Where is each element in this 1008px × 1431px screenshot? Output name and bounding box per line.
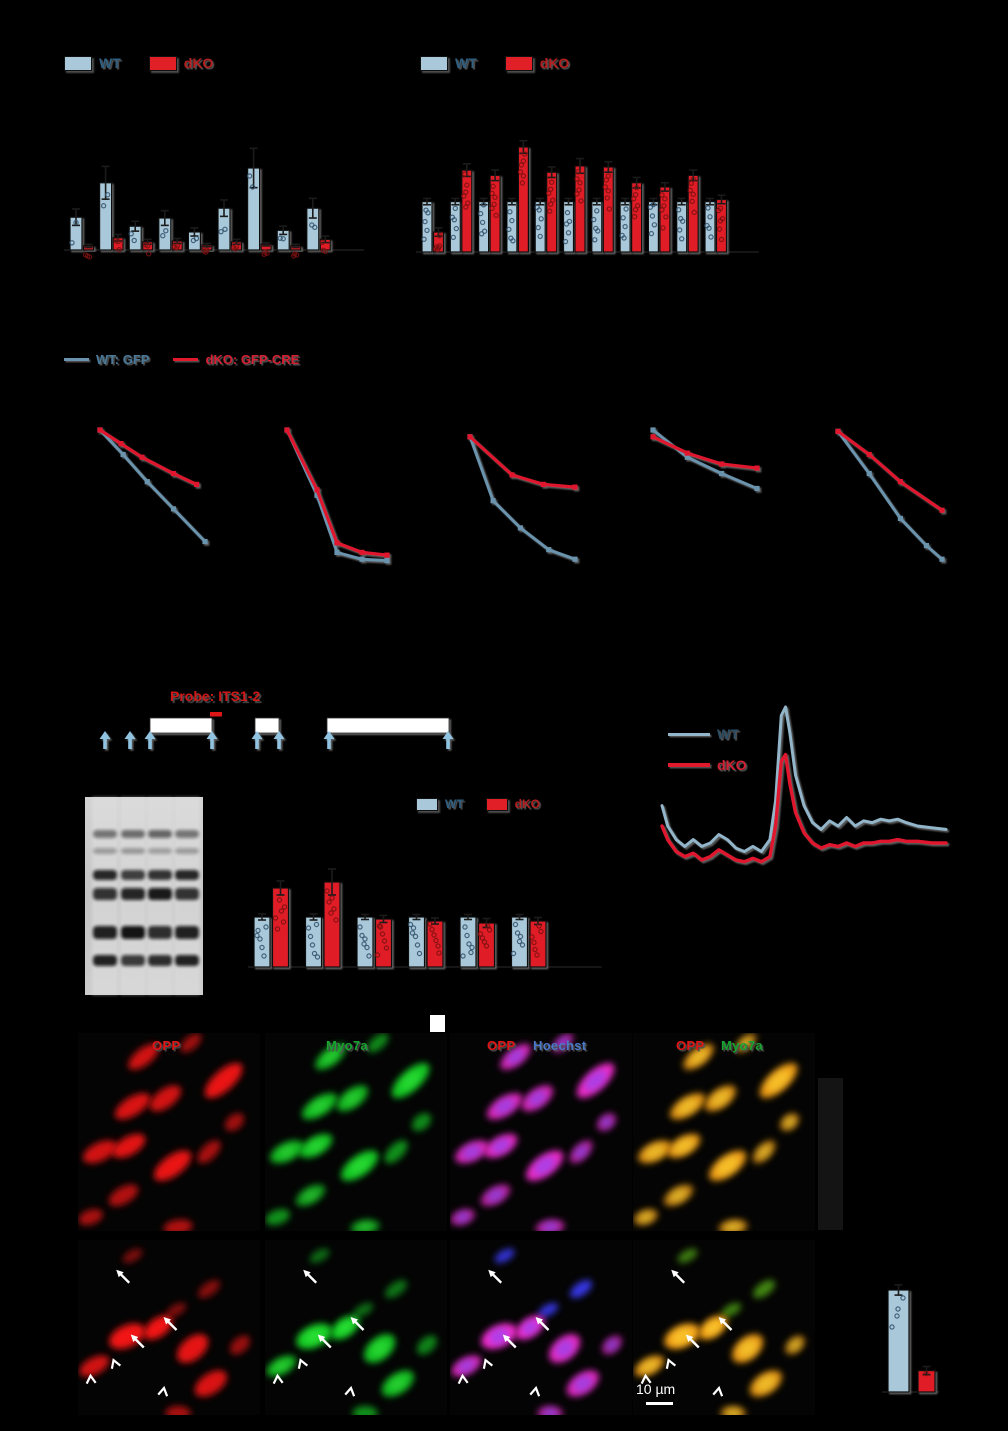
micrograph-row1-hoechst [450,1033,632,1231]
cleavage-site-arrow [323,731,335,749]
dko-line-swatch [173,358,199,361]
dko-legend-label: dKO [717,757,747,773]
wt-legend-label: WT [455,55,477,71]
cleavage-site-arrow [251,731,263,749]
myo7a-channel-label: Myo7a [326,1038,368,1053]
gray-edge-strip [818,1078,843,1230]
pointer-arrows [640,1269,733,1397]
dko-legend-label: dKO [539,55,570,71]
cleavage-site-arrow [442,731,454,749]
decay-plot-4 [650,427,760,492]
pointer-arrows [85,1269,178,1397]
dko-swatch [504,55,533,71]
wt-swatch [420,55,448,71]
decay-plot-2 [284,427,390,564]
decay-plot-5 [835,428,945,562]
bar-chart-barF [248,868,602,968]
probe-location-tick [210,712,222,717]
opp-channel-label: OPP [152,1038,181,1053]
myo7a-channel-label: Myo7a [721,1038,763,1053]
micrograph-row1-red [78,1033,260,1231]
wt-line-swatch [64,358,89,361]
micrograph-row2-red [78,1240,260,1415]
wt-line-swatch [668,732,710,736]
dko-swatch [148,55,177,71]
profile-line-plot [660,705,948,864]
legend-decay-plots: WT: GFP dKO: GFP-CRE [64,352,299,367]
legend-bar-chart-F: WT dKO [416,797,540,811]
opp-channel-label: OPP [487,1038,516,1053]
rrna-processing-diagram [99,712,454,749]
scale-bar-line [646,1402,673,1405]
wt-swatch [416,797,438,811]
hoechst-channel-label: Hoechst [533,1038,587,1053]
cleavage-site-arrow [144,731,156,749]
dko-legend-label: dKO [183,55,214,71]
pointer-arrows [272,1269,365,1397]
micrograph-row2-green [265,1240,447,1415]
micrograph-row1-merge [633,1033,815,1231]
dko-line-swatch [668,763,710,767]
cleavage-site-arrow [124,731,136,749]
opp-channel-label: OPP [676,1038,705,1053]
bar-chart-barJ [882,1284,939,1393]
wt-legend-label: WT [445,797,464,811]
wt-legend-label: WT [99,55,121,71]
decay-plot-3 [467,434,578,562]
micrograph-row2-hoechst [450,1240,632,1415]
decay-plot-1 [97,427,208,545]
micrograph-row2-merge [633,1240,815,1415]
cleavage-site-arrow [273,731,285,749]
legend-profile-wt: WT [668,726,739,742]
wt-gfp-legend-label: WT: GFP [96,352,150,367]
northern-blot-gel [85,797,203,995]
dko-legend-label: dKO [514,797,540,811]
dko-swatch [485,797,508,811]
wt-swatch [64,55,92,71]
micrograph-row1-green [265,1033,447,1231]
probe-label: Probe: ITS1-2 [170,688,261,704]
legend-bar-chart-B: WT dKO [420,55,569,71]
cleavage-site-arrow [206,731,218,749]
pointer-arrows [457,1269,550,1397]
bar-chart-barB [416,139,759,253]
dko-gfpcre-legend-label: dKO: GFP-CRE [205,352,300,367]
wt-legend-label: WT [717,726,739,742]
white-artifact-square [430,1015,445,1032]
legend-bar-chart-A: WT dKO [64,55,213,71]
scale-bar-label: 10 µm [636,1381,676,1397]
cleavage-site-arrow [99,731,111,749]
bar-chart-barA [64,147,364,260]
legend-profile-dko: dKO [668,757,747,773]
